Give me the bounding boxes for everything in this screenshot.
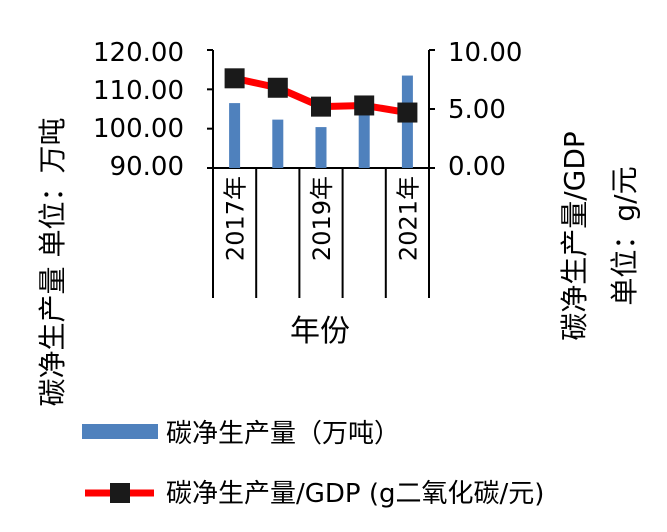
x-axis-title: 年份 <box>290 314 350 349</box>
left-tick-label: 90.00 <box>110 152 184 182</box>
line-marker-2019年 <box>311 96 331 117</box>
left-tick-label: 110.00 <box>93 76 184 106</box>
line-marker-2021年 <box>397 102 418 123</box>
right-axis-title-line2: 单位：g/元 <box>608 166 641 305</box>
legend-bar-label: 碳净生产量（万吨） <box>166 419 400 449</box>
bar-2018年 <box>272 119 284 168</box>
bar-series <box>229 75 413 168</box>
legend: 碳净生产量（万吨） 碳净生产量/GDP (g二氧化碳/元) <box>82 419 544 509</box>
left-axis-ticks: 120.00 110.00 100.00 90.00 <box>93 38 184 182</box>
bar-2020年 <box>358 110 370 168</box>
left-tick-label: 120.00 <box>93 38 184 68</box>
right-tick-label: 5.00 <box>448 95 506 125</box>
right-tick-label: 10.00 <box>448 38 522 68</box>
x-tick-label: 2017年 <box>222 176 250 261</box>
line-marker-2017年 <box>224 68 245 89</box>
left-tick-label: 100.00 <box>93 114 184 144</box>
legend-line-label: 碳净生产量/GDP (g二氧化碳/元) <box>166 479 544 509</box>
category-grid <box>212 168 430 298</box>
legend-line-marker <box>110 483 130 503</box>
x-tick-label: 2019年 <box>308 176 336 261</box>
line-marker-2018年 <box>267 77 288 98</box>
right-axis-ticks: 10.00 5.00 0.00 <box>448 38 522 182</box>
bar-2019年 <box>315 127 327 168</box>
x-tick-labels: 2017年 2019年 2021年 <box>222 176 423 261</box>
legend-bar-swatch <box>82 424 158 439</box>
left-axis-title: 碳净生产量 单位：万吨 <box>36 118 69 407</box>
right-tick-label: 0.00 <box>448 152 506 182</box>
x-tick-label: 2021年 <box>394 176 422 261</box>
right-axis-title-line1: 碳净生产量/GDP <box>558 131 591 341</box>
line-marker-2020年 <box>354 95 375 116</box>
line-series <box>224 68 418 123</box>
bar-2017年 <box>229 103 241 168</box>
